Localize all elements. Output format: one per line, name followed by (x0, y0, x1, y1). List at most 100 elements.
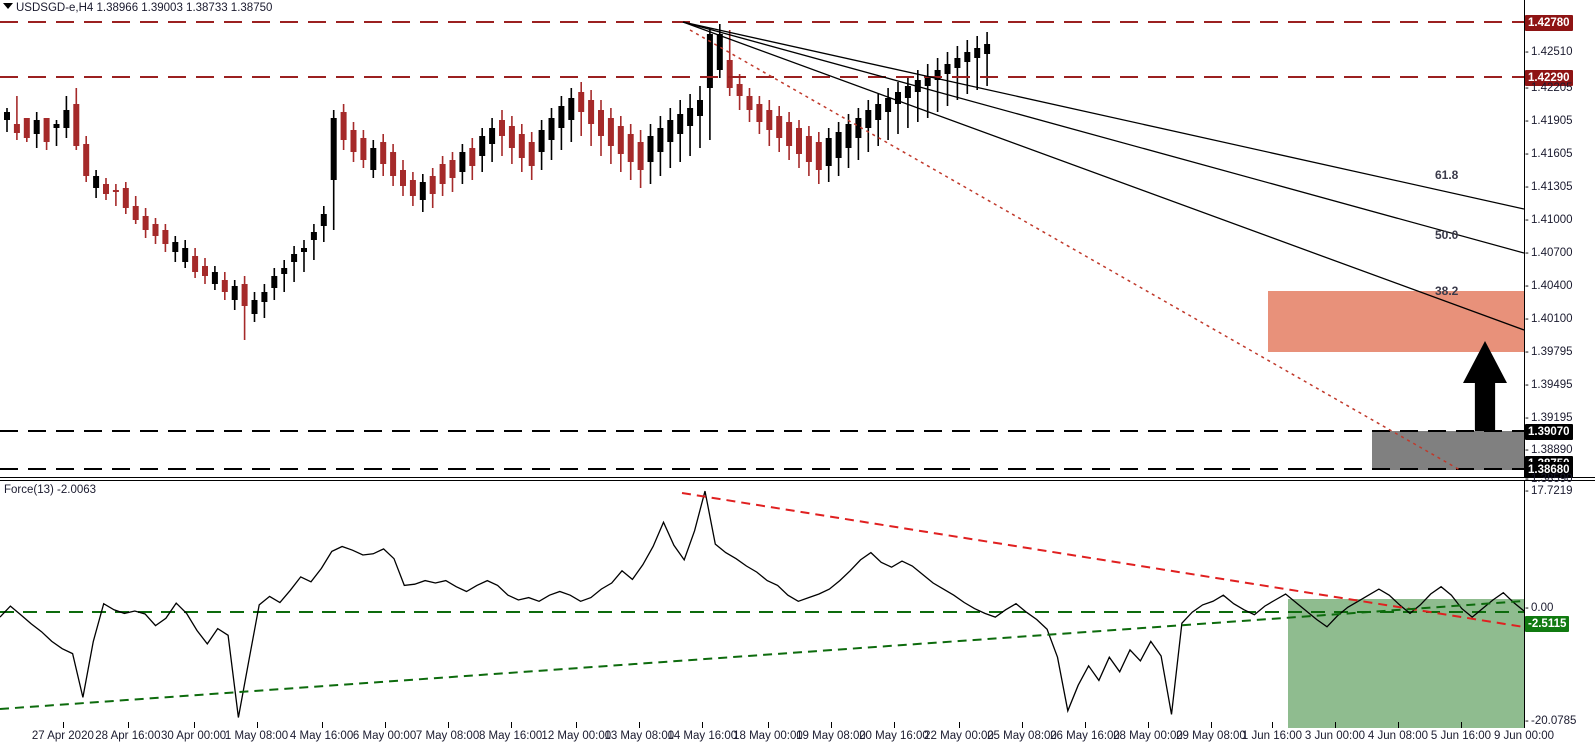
time-tick-mark (767, 722, 769, 728)
candle-body (122, 188, 129, 208)
time-axis[interactable]: 27 Apr 2020 28 Apr 16:00 30 Apr 00:00 1 May… (0, 722, 1595, 752)
candle-body (508, 126, 515, 148)
price-tick-value: 1.40100 (1531, 313, 1573, 325)
descending-trendline[interactable] (689, 29, 1461, 471)
candle-body (301, 248, 307, 252)
candle-body (13, 124, 20, 133)
candle-body (796, 128, 802, 154)
chevron-down-icon[interactable] (3, 3, 13, 9)
time-tick-mark (1021, 722, 1023, 728)
candle-body (152, 224, 159, 236)
candle-body (103, 184, 109, 194)
candle-body (825, 138, 832, 166)
indicator-svg-canvas (0, 490, 1524, 729)
candle-body (132, 206, 139, 220)
candle-body (93, 176, 100, 188)
candle-body (924, 76, 931, 86)
candle-body (588, 100, 595, 124)
price-tick-value: 1.38890 (1531, 444, 1573, 456)
price-scale-axis[interactable]: 1.42780-1.42510 1.42290-1.42205-1.41905-1… (1525, 0, 1595, 478)
price-tick-1.38590: -1.38590 (1525, 472, 1595, 486)
candle-body (865, 110, 872, 128)
candle-body (350, 130, 357, 152)
time-label: 14 May 16:00 (667, 730, 738, 742)
candle-body (281, 268, 288, 274)
price-tick-1.40100: -1.40100 (1525, 312, 1595, 326)
tick-mark: - (1525, 485, 1529, 497)
price-tick-value: 1.41905 (1531, 115, 1573, 127)
time-label: 20 May 16:00 (859, 730, 929, 742)
price-tick-badge: 1.42290 (1525, 70, 1573, 86)
candle-body (162, 230, 169, 244)
tick-mark: - (1525, 346, 1529, 358)
force-index-pane[interactable]: Force(13) -2.0063 -1.38590-17.7219-0.00-… (0, 473, 1595, 752)
time-label: 18 May 00:00 (733, 730, 803, 742)
candle-body (815, 142, 822, 170)
candle-body (53, 124, 60, 128)
price-plot-area[interactable]: 61.8 50.0 38.2 (0, 0, 1524, 477)
candle-body (607, 118, 614, 146)
time-tick-mark (1210, 722, 1212, 728)
candle-body (776, 116, 783, 138)
candle-body (73, 104, 80, 146)
candle-body (528, 142, 535, 166)
candle-body (211, 272, 218, 284)
time-label: 4 Jun 08:00 (1367, 730, 1429, 742)
time-label: 13 May 08:00 (604, 730, 675, 742)
indicator-tick--2.5115: -2.5115 (1525, 616, 1595, 632)
tick-mark: - (1525, 181, 1529, 193)
fib-label-61.8: 61.8 (1435, 168, 1459, 182)
candle-body (568, 98, 575, 120)
time-tick-mark (62, 722, 64, 728)
candle-body (429, 176, 436, 194)
price-chart-pane[interactable]: USDSGD-e,H4 1.38966 1.39003 1.38733 1.38… (0, 0, 1595, 478)
candle-body (746, 96, 753, 110)
candle-body (895, 92, 901, 104)
indicator-scale-axis[interactable]: -1.38590-17.7219-0.00 -2.5115- -20.0785 (1525, 473, 1595, 751)
candle-body (805, 136, 812, 162)
candle-body (647, 136, 654, 162)
candle-body (617, 126, 624, 154)
candle-body (142, 216, 149, 230)
price-tick-value: 1.39495 (1531, 379, 1573, 391)
force-index-line (0, 490, 1524, 718)
tick-mark: - (1525, 602, 1529, 614)
price-tick-1.39195: -1.39195 (1525, 411, 1595, 425)
indicator-tick-17.7219: -17.7219 (1525, 484, 1595, 498)
time-tick-mark (639, 722, 641, 728)
fib-fan-line-50.0[interactable] (682, 21, 1524, 254)
price-tick-value: 1.42510 (1531, 46, 1573, 58)
tick-mark: - (1525, 379, 1529, 391)
time-tick-mark (321, 722, 323, 728)
indicator-scale-separator (1524, 481, 1525, 751)
candle-body (736, 84, 743, 96)
price-scale-separator (1524, 0, 1525, 477)
time-label: 25 May 08:00 (987, 730, 1057, 742)
tick-mark: - (1525, 214, 1529, 226)
indicator-plot-area[interactable] (0, 481, 1524, 731)
candle-body (221, 280, 228, 292)
fib-fan-line-38.2[interactable] (682, 21, 1524, 331)
time-tick-mark (1334, 722, 1336, 728)
time-label: 6 May 00:00 (352, 730, 417, 742)
price-tick-1.39495: -1.39495 (1525, 378, 1595, 392)
candle-body (390, 152, 397, 176)
indicator-tick-badge: -2.5115 (1525, 616, 1570, 632)
time-tick-mark (127, 722, 129, 728)
time-tick-mark (702, 722, 704, 728)
tick-mark: - (1525, 715, 1529, 727)
bullish-arrow[interactable] (1463, 341, 1507, 431)
indicator-tick-0.00: -0.00 (1525, 601, 1595, 615)
candle-body (63, 110, 70, 128)
time-tick-mark (958, 722, 960, 728)
time-tick-mark (1147, 722, 1149, 728)
candle-body (845, 124, 852, 148)
candle-body (192, 256, 199, 272)
fib-fan-line-61.8[interactable] (682, 21, 1524, 210)
price-tick-1.41000: -1.41000 (1525, 213, 1595, 227)
price-tick-value: 1.38590 (1531, 473, 1573, 485)
falling-resistance-line[interactable] (681, 492, 1524, 628)
candle-body (786, 122, 793, 146)
indicator-tick-value: 0.00 (1531, 602, 1554, 614)
candle-body (954, 58, 961, 68)
